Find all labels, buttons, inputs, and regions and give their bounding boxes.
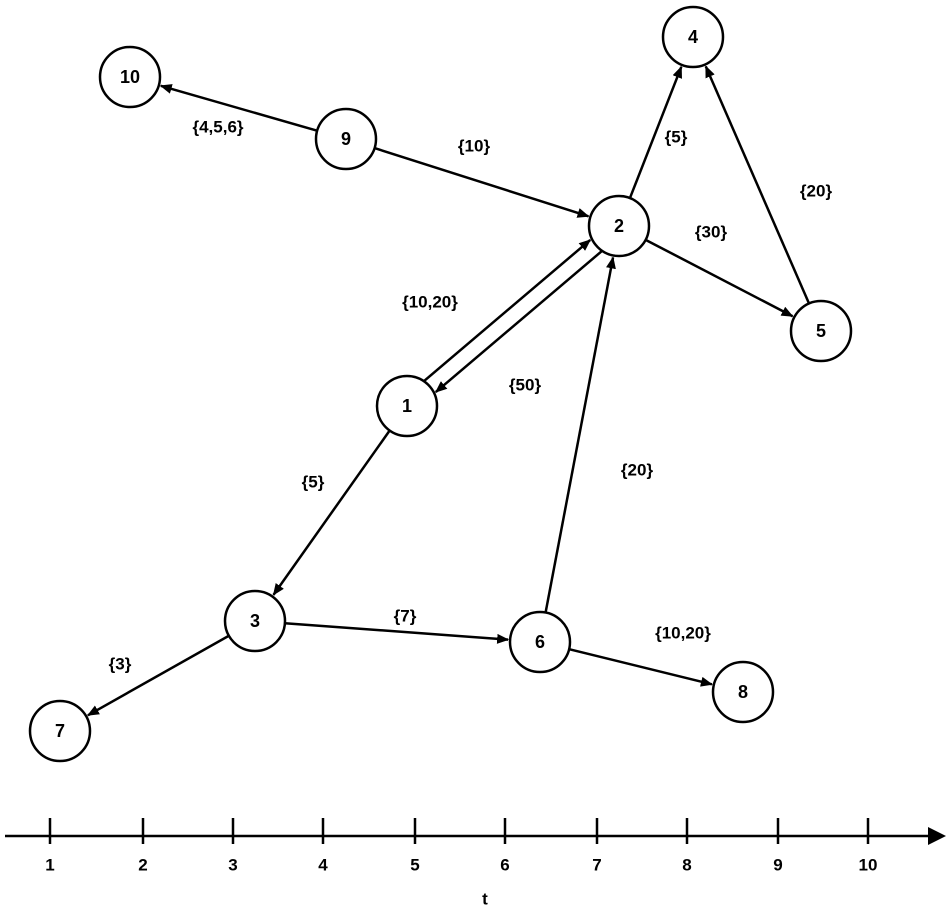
edge-label: {7} <box>394 606 417 625</box>
edge-label: {10,20} <box>402 292 458 311</box>
node-label: 1 <box>402 396 412 416</box>
node: 3 <box>223 589 287 653</box>
node: 1 <box>375 374 439 438</box>
edge <box>645 238 794 318</box>
node-label: 2 <box>614 216 624 236</box>
axis-tick-label: 10 <box>859 855 878 874</box>
edge-label: {50} <box>509 375 542 394</box>
node-circle <box>375 374 439 438</box>
edge-label: {10} <box>458 136 491 155</box>
node-label: 7 <box>55 721 65 741</box>
edge <box>568 647 713 687</box>
node-label: 4 <box>688 27 698 47</box>
node-label: 10 <box>120 67 140 87</box>
node-circle <box>789 299 853 363</box>
edge <box>159 84 318 132</box>
edge <box>284 621 510 644</box>
edge <box>628 65 683 199</box>
axis-tick-label: 7 <box>592 855 601 874</box>
node: 8 <box>711 660 775 724</box>
edge <box>544 256 616 613</box>
node-circle <box>98 45 162 109</box>
node-label: 5 <box>816 321 826 341</box>
edge-label: {5} <box>302 472 325 491</box>
node: 2 <box>587 194 651 258</box>
node-circle <box>661 5 725 69</box>
node-circle <box>28 699 92 763</box>
node: 7 <box>28 699 92 763</box>
node-label: 8 <box>738 682 748 702</box>
edge <box>423 238 592 383</box>
node: 5 <box>789 299 853 363</box>
axis-tick-label: 3 <box>228 855 237 874</box>
node-circle <box>587 194 651 258</box>
node-label: 3 <box>250 611 260 631</box>
node-label: 9 <box>341 129 351 149</box>
edge <box>434 249 603 394</box>
axis-tick-label: 5 <box>410 855 419 874</box>
node: 4 <box>661 5 725 69</box>
node-circle <box>223 589 287 653</box>
edge-label: {4,5,6} <box>192 117 243 136</box>
edge-label: {3} <box>109 654 132 673</box>
axis-tick-label: 9 <box>773 855 782 874</box>
edge-label: {20} <box>621 460 654 479</box>
edge <box>87 634 230 717</box>
edge <box>272 429 391 596</box>
axis-tick-label: 2 <box>138 855 147 874</box>
edge <box>374 146 590 218</box>
node-circle <box>508 610 572 674</box>
axis-tick-label: 4 <box>318 855 328 874</box>
node-circle <box>711 660 775 724</box>
axis-tick-label: 1 <box>45 855 54 874</box>
edge <box>704 65 811 304</box>
node-label: 6 <box>535 632 545 652</box>
edge-label: {10,20} <box>655 623 711 642</box>
node: 10 <box>98 45 162 109</box>
node: 6 <box>508 610 572 674</box>
node-circle <box>314 107 378 171</box>
axis-tick-label: 6 <box>500 855 509 874</box>
node: 9 <box>314 107 378 171</box>
axis-label: t <box>482 889 488 908</box>
axis-arrowhead <box>928 827 946 845</box>
edge-label: {30} <box>695 222 728 241</box>
edge-label: {5} <box>665 127 688 146</box>
axis-tick-label: 8 <box>682 855 691 874</box>
edge-label: {20} <box>800 181 833 200</box>
